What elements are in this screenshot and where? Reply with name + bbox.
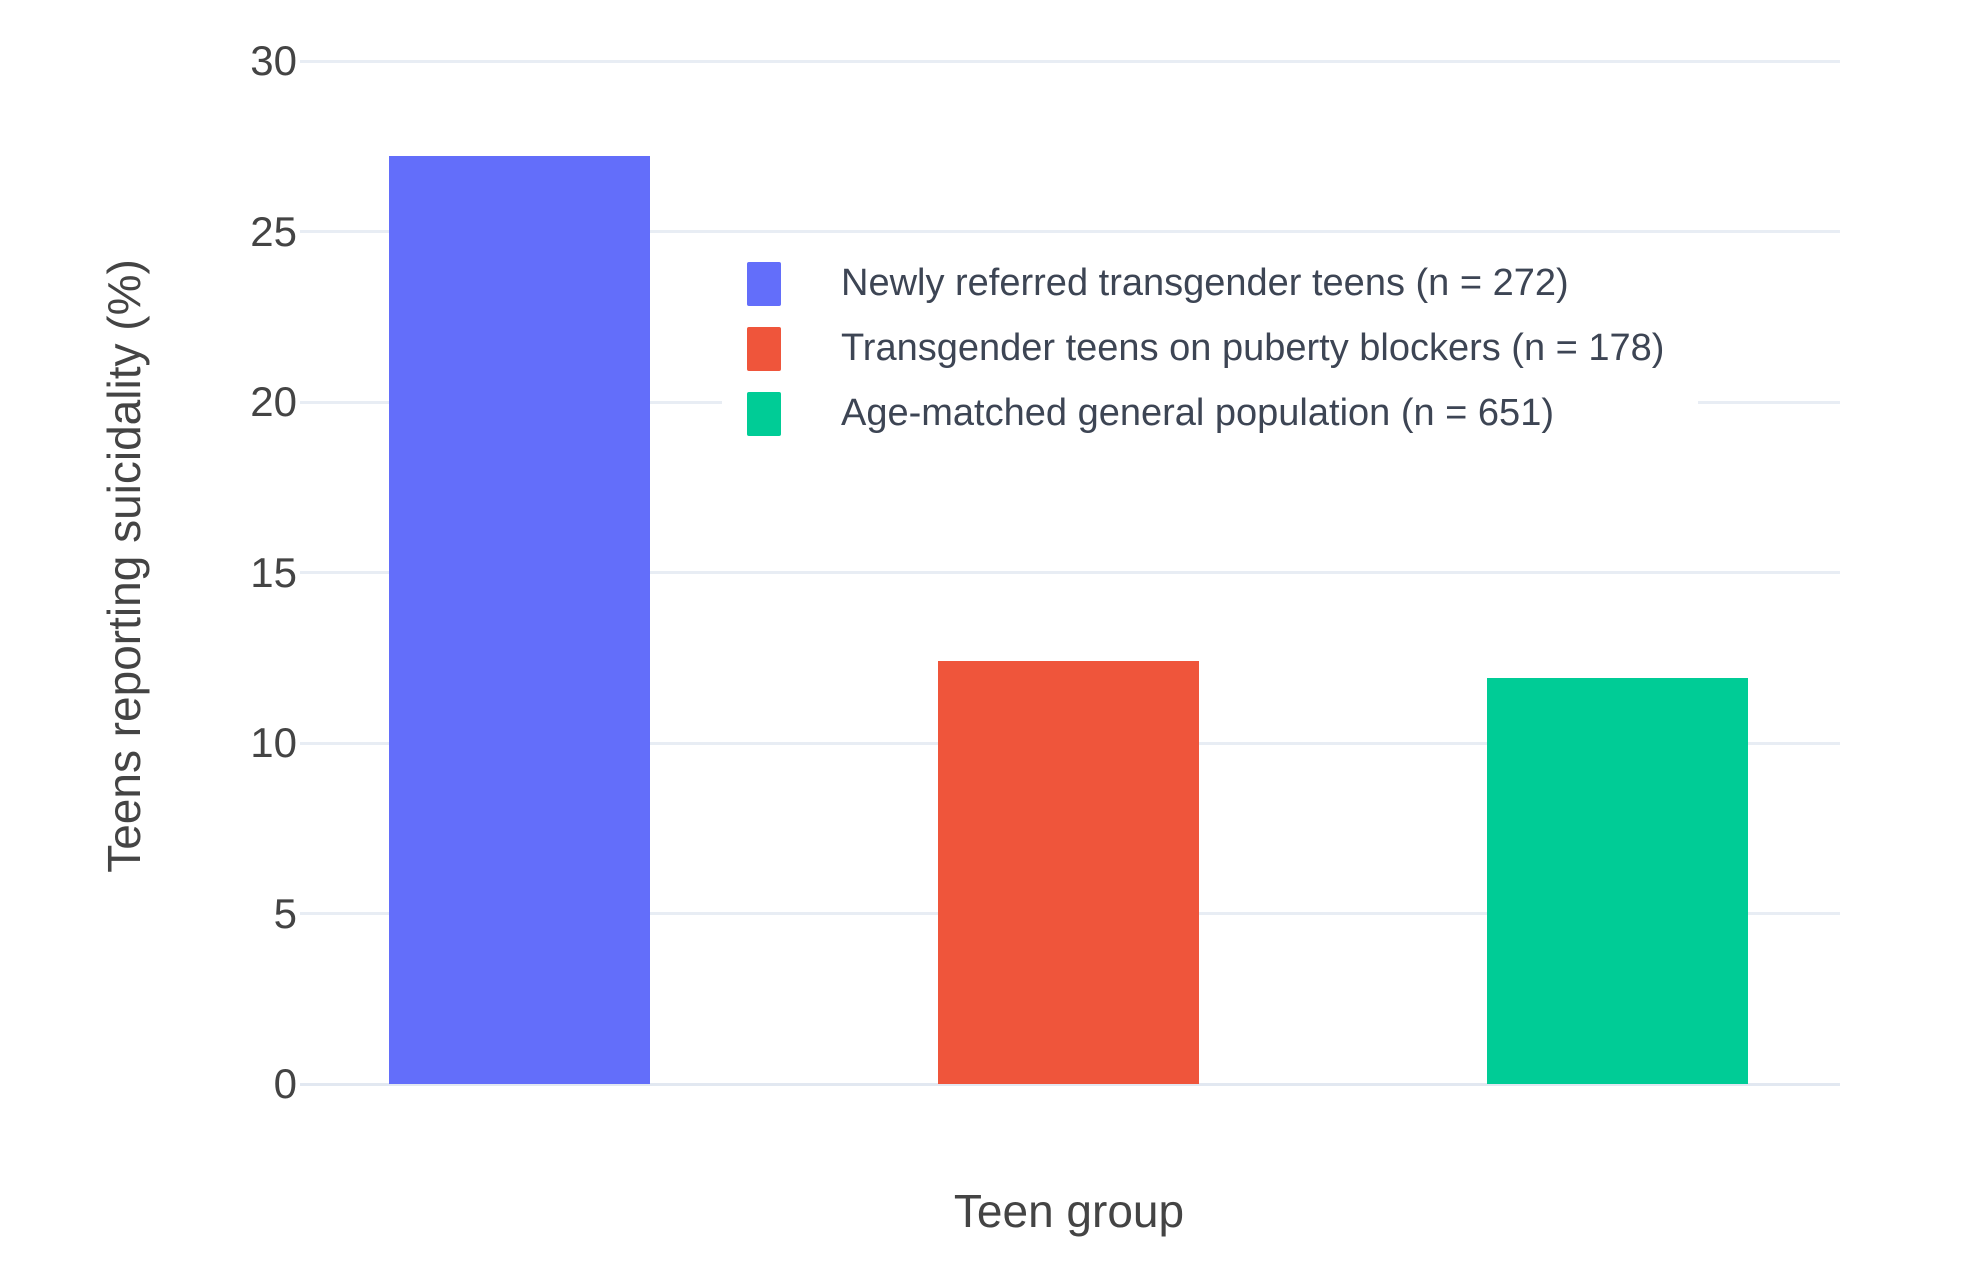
y-tick-label: 10 xyxy=(250,719,297,766)
legend-swatch-icon xyxy=(747,327,781,371)
legend: Newly referred transgender teens (n = 27… xyxy=(722,238,1699,460)
y-tick-label: 20 xyxy=(250,378,297,425)
x-axis-title: Teen group xyxy=(953,1185,1185,1237)
legend-label: Age-matched general population (n = 651) xyxy=(841,392,1554,435)
y-tick-label: 5 xyxy=(273,889,297,937)
bar-age-matched-general-population[interactable] xyxy=(1487,678,1748,1084)
gridline xyxy=(300,571,1840,574)
y-tick-label: 0 xyxy=(273,1060,297,1107)
gridline xyxy=(300,59,1840,63)
gridline xyxy=(300,230,1840,233)
legend-item[interactable]: Newly referred transgender teens (n = 27… xyxy=(747,262,1664,306)
y-tick-label: 25 xyxy=(250,207,297,255)
y-tick-label: 15 xyxy=(250,548,297,596)
zero-line xyxy=(300,1082,1840,1086)
legend-label: Newly referred transgender teens (n = 27… xyxy=(841,262,1569,305)
legend-swatch-icon xyxy=(747,392,781,436)
bar-transgender-teens-on-puberty-blockers[interactable] xyxy=(938,661,1199,1084)
legend-item[interactable]: Age-matched general population (n = 651) xyxy=(747,392,1664,436)
y-axis-title: Teens reporting suicidality (%) xyxy=(98,259,150,873)
bar-newly-referred-transgender-teens[interactable] xyxy=(389,156,650,1084)
legend-swatch-icon xyxy=(747,262,781,306)
legend-label: Transgender teens on puberty blockers (n… xyxy=(841,327,1665,370)
legend-item[interactable]: Transgender teens on puberty blockers (n… xyxy=(747,327,1664,371)
y-tick-label: 30 xyxy=(250,37,297,84)
